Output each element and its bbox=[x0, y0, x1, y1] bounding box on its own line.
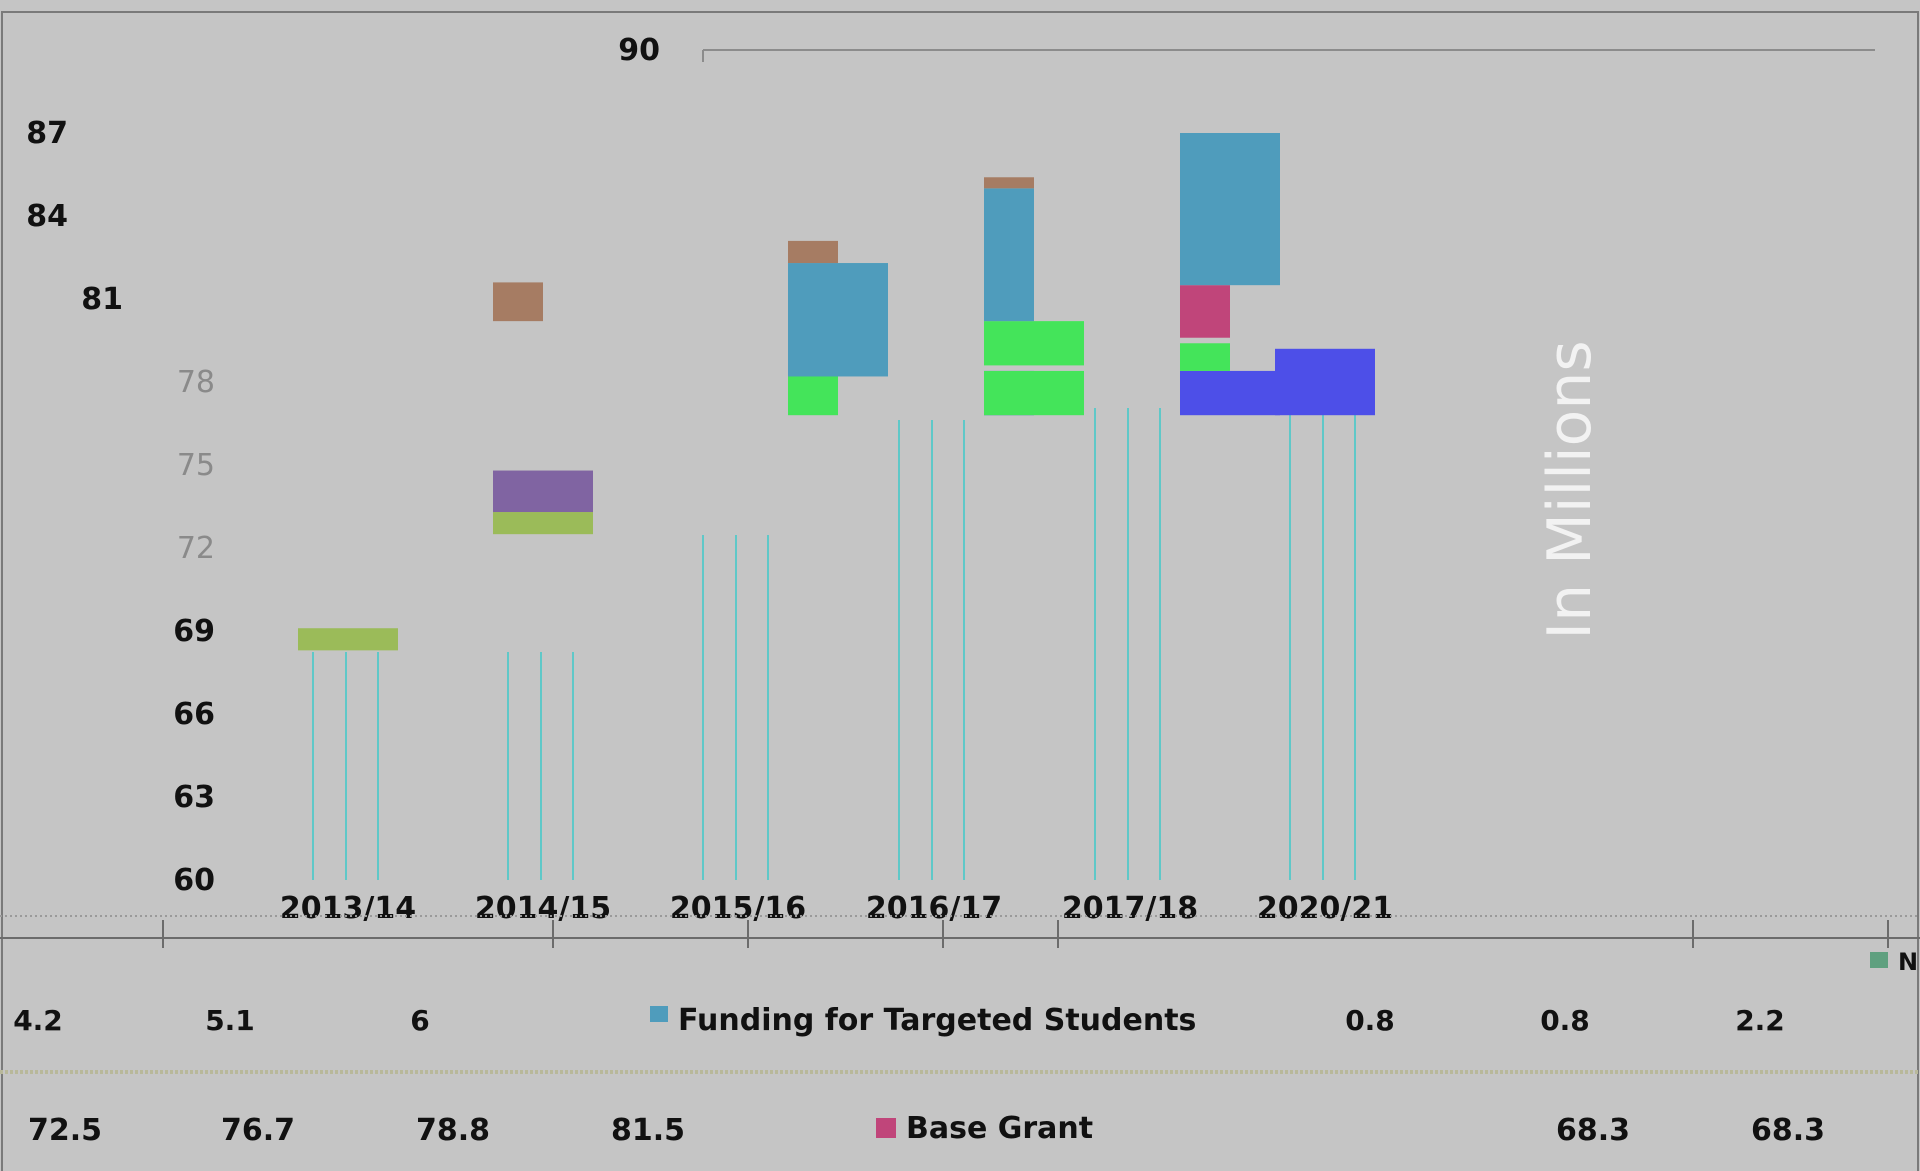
bar-segments bbox=[298, 133, 1375, 651]
legend-label-targeted: Funding for Targeted Students bbox=[678, 1003, 1196, 1038]
x-tick-label: 2014/15 bbox=[475, 891, 611, 926]
y-tick-label: 84 bbox=[26, 199, 68, 234]
bar-segment bbox=[788, 263, 888, 377]
x-axis-labels: 2013/14 2014/15 2015/16 2016/17 2017/18 2020/… bbox=[280, 891, 1393, 926]
bar-segment bbox=[1180, 343, 1230, 371]
table-cell: 0.8 bbox=[1540, 1004, 1590, 1037]
legend-swatch-base bbox=[876, 1118, 896, 1138]
y-tick-label: 90 bbox=[618, 33, 660, 68]
table-cell: 6 bbox=[410, 1004, 429, 1037]
x-tick-label: 2015/16 bbox=[670, 891, 806, 926]
y-tick-label: 78 bbox=[177, 365, 215, 400]
y-tick-label: 63 bbox=[173, 780, 215, 815]
table-cell: 76.7 bbox=[221, 1113, 295, 1148]
bar-segment bbox=[298, 628, 398, 651]
bar-segment bbox=[984, 177, 1034, 189]
chart-frame bbox=[1, 11, 1919, 1171]
legend-swatch-partial bbox=[1870, 952, 1888, 968]
y-tick-label: 87 bbox=[26, 116, 68, 151]
bar-segment bbox=[1180, 133, 1280, 286]
y-tick-label: 72 bbox=[177, 531, 215, 566]
bar-segment bbox=[493, 512, 593, 535]
legend-swatch-targeted bbox=[650, 1006, 668, 1022]
legend-item-targeted: Funding for Targeted Students bbox=[650, 1003, 1196, 1038]
bar-segment bbox=[984, 370, 1084, 416]
y-tick-label: 75 bbox=[177, 448, 215, 483]
legend-label-base: Base Grant bbox=[906, 1111, 1093, 1146]
y-tick-label: 81 bbox=[81, 282, 123, 317]
table-cell: 72.5 bbox=[28, 1113, 102, 1148]
legend-item-partial: N bbox=[1870, 948, 1918, 976]
table-axis-ticks bbox=[162, 920, 1889, 948]
x-tick-label: 2017/18 bbox=[1062, 891, 1198, 926]
table-row-1: 4.2 5.1 6 0.8 0.8 2.2 bbox=[13, 1004, 1785, 1037]
table-cell: 2.2 bbox=[1735, 1004, 1785, 1037]
bar-segment bbox=[984, 321, 1084, 366]
table-row-2: 72.5 76.7 78.8 81.5 68.3 68.3 bbox=[28, 1113, 1825, 1148]
y-axis-title: In Millions bbox=[1535, 340, 1605, 639]
legend-label-partial: N bbox=[1898, 948, 1918, 976]
y-tick-label: 60 bbox=[173, 863, 215, 898]
x-tick-label: 2016/17 bbox=[866, 891, 1002, 926]
y-tick-label: 69 bbox=[173, 614, 215, 649]
table-cell: 68.3 bbox=[1556, 1113, 1630, 1148]
bar-segment bbox=[1180, 370, 1280, 416]
table-cell: 78.8 bbox=[416, 1113, 490, 1148]
x-tick-label: 2020/21 bbox=[1257, 891, 1393, 926]
y-tick-label: 66 bbox=[173, 697, 215, 732]
table-cell: 0.8 bbox=[1345, 1004, 1395, 1037]
x-tick-label: 2013/14 bbox=[280, 891, 416, 926]
table-cell: 68.3 bbox=[1751, 1113, 1825, 1148]
bar-segment bbox=[493, 470, 593, 513]
table-cell: 5.1 bbox=[205, 1004, 255, 1037]
y-axis-ticks: 90 87 84 81 78 75 72 69 66 63 60 bbox=[26, 33, 660, 898]
bar-segment bbox=[1275, 348, 1375, 416]
table-cell: 4.2 bbox=[13, 1004, 63, 1037]
bar-segment bbox=[493, 282, 543, 322]
bar-segment bbox=[788, 240, 838, 264]
bar-segment bbox=[1180, 285, 1230, 338]
table-cell: 81.5 bbox=[611, 1113, 685, 1148]
legend-item-base: Base Grant bbox=[876, 1111, 1093, 1146]
bar-segment bbox=[984, 188, 1034, 322]
drop-lines bbox=[312, 405, 1356, 880]
